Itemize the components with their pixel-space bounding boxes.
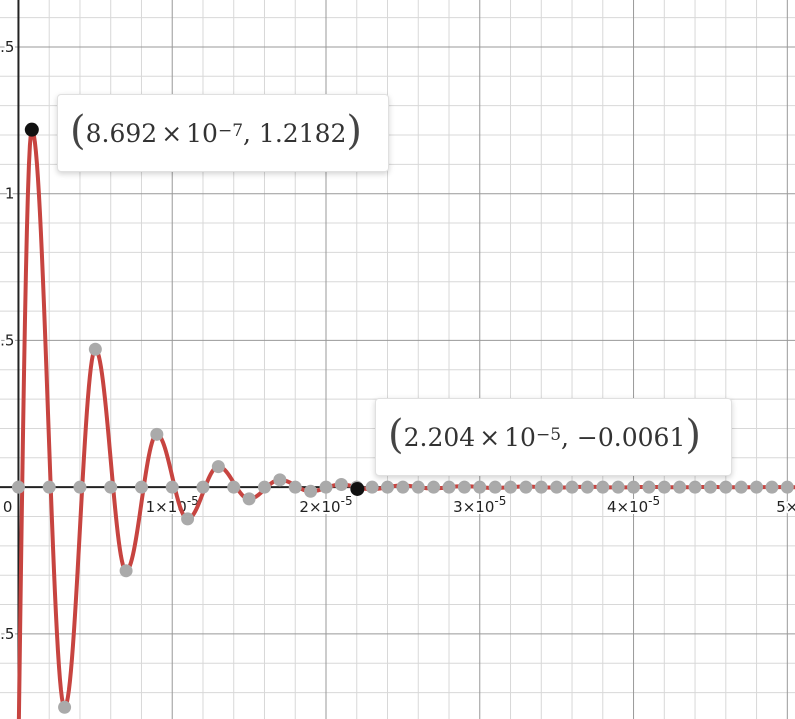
sample-point [642, 480, 656, 494]
sample-point [319, 480, 333, 494]
sample-point [288, 480, 302, 494]
point-label-x-mantissa: 2.204 [403, 422, 476, 452]
sample-point [227, 480, 241, 494]
x-tick-label: 5× [776, 498, 795, 516]
sample-point [488, 480, 502, 494]
sample-point [365, 480, 379, 494]
x-tick-label: 4×10-5 [607, 494, 660, 516]
sample-point [411, 480, 425, 494]
close-paren: ) [685, 412, 701, 458]
point-label-x-exponent: −5 [535, 425, 562, 445]
times-sign: × [161, 118, 183, 148]
y-tick-label: 1.5 [0, 38, 14, 56]
sample-point [88, 342, 102, 356]
sample-point [119, 564, 133, 578]
sample-point [473, 480, 487, 494]
sample-point [580, 480, 594, 494]
open-paren: ( [70, 108, 86, 154]
y-tick-label: -0.5 [0, 625, 14, 643]
y-tick-label: 0.5 [0, 331, 14, 349]
point-label-x-mantissa: 8.692 [85, 118, 158, 148]
x-tick-label: 2×10-5 [299, 494, 352, 516]
times-sign: × [479, 422, 501, 452]
sample-point [196, 480, 210, 494]
y-tick-label: 1 [5, 185, 15, 203]
sample-point [11, 480, 25, 494]
sample-point [596, 480, 610, 494]
comma: , [561, 422, 577, 452]
sample-point [627, 480, 641, 494]
highlighted-point [350, 481, 365, 496]
sample-point [73, 480, 87, 494]
x-tick-label: 1×10-5 [146, 494, 199, 516]
sample-point [242, 492, 256, 506]
sample-point [519, 480, 533, 494]
close-paren: ) [346, 108, 363, 154]
sample-point [734, 480, 748, 494]
point-label-x-exponent: −7 [217, 121, 244, 141]
point-label-y: 1.2182 [258, 118, 347, 148]
sample-point [304, 484, 318, 498]
sample-point [534, 480, 548, 494]
sample-point [611, 480, 625, 494]
sample-points [11, 123, 794, 714]
tick-labels: 0 1×10-5 2×10-5 3×10-5 4×10-5 5× 1.5 1 0.5 -0.5 [0, 36, 795, 645]
sample-point [150, 427, 164, 441]
point-label-peak: ( 8.692 × 10 −7, 1.2182 ) [57, 94, 389, 172]
sample-point [688, 480, 702, 494]
sample-point [442, 480, 456, 494]
highlighted-points [24, 122, 365, 496]
sample-point [565, 480, 579, 494]
x-tick-label: 0 [3, 498, 13, 516]
sample-point [703, 480, 717, 494]
sample-point [457, 480, 471, 494]
sample-point [673, 480, 687, 494]
point-label-settle: ( 2.204 × 10 −5, −0.0061 ) [375, 398, 732, 476]
sample-point [504, 480, 518, 494]
sample-point [765, 480, 779, 494]
sample-point [427, 480, 441, 494]
sample-point [780, 480, 794, 494]
sample-point [273, 473, 287, 487]
comma: , [243, 118, 259, 148]
sample-point [334, 478, 348, 492]
sample-point [58, 700, 72, 714]
sample-point [42, 480, 56, 494]
sample-point [657, 480, 671, 494]
sample-point [750, 480, 764, 494]
sample-point [211, 460, 225, 474]
sample-point [181, 512, 195, 526]
sample-point [381, 480, 395, 494]
sample-point [257, 480, 271, 494]
sample-point [104, 480, 118, 494]
point-label-y: −0.0061 [576, 422, 686, 452]
sample-point [719, 480, 733, 494]
x-tick-label: 3×10-5 [453, 494, 506, 516]
highlighted-point [24, 122, 39, 137]
sample-point [134, 480, 148, 494]
sample-point [396, 480, 410, 494]
sample-point [165, 480, 179, 494]
sample-point [550, 480, 564, 494]
open-paren: ( [388, 412, 404, 458]
